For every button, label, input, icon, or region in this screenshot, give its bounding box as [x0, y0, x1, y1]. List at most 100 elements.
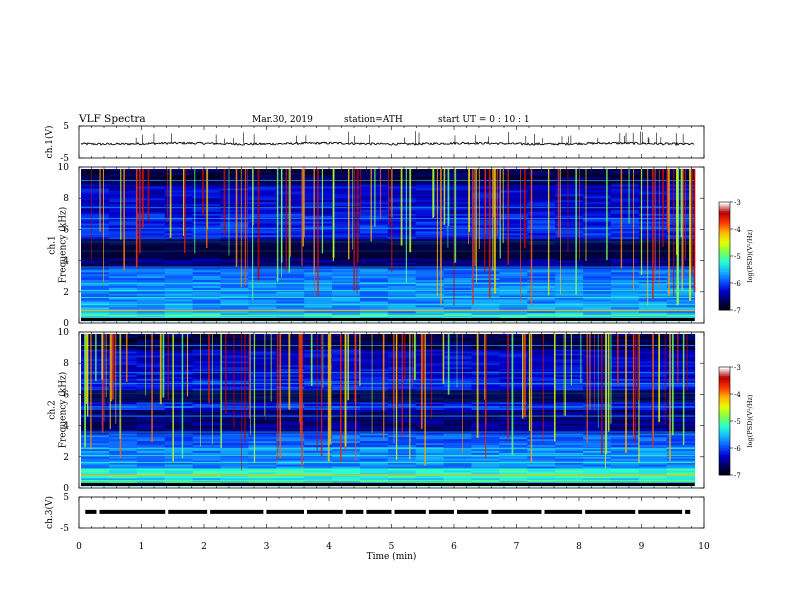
psd-cell — [136, 194, 166, 197]
psd-cell — [666, 421, 696, 424]
psd-cell — [387, 301, 417, 304]
psd-cell — [555, 452, 584, 456]
psd-cell — [527, 476, 556, 479]
psd-cell — [415, 260, 445, 263]
psd-cell — [610, 452, 640, 456]
psd-cell — [359, 347, 389, 350]
psd-cell — [443, 202, 472, 205]
psd-cell — [304, 404, 333, 407]
psd-cell — [304, 301, 333, 304]
psd-cell — [248, 419, 277, 422]
psd-cell — [638, 460, 668, 463]
psd-cell — [136, 439, 166, 442]
colorbar-cell — [719, 469, 730, 472]
y-tick-label: 4 — [63, 257, 69, 267]
psd-cell — [555, 172, 584, 176]
psd-cell — [527, 262, 556, 265]
psd-cell — [527, 182, 556, 185]
psd-cell — [359, 221, 389, 224]
psd-cell — [443, 386, 472, 389]
psd-cell — [136, 347, 166, 350]
psd-cell — [108, 472, 138, 475]
psd-cell — [415, 225, 445, 228]
psd-cell — [164, 262, 194, 265]
psd-cell — [527, 355, 556, 358]
psd-cell — [220, 169, 249, 172]
ch3-gap — [207, 508, 211, 515]
psd-cell — [164, 448, 194, 452]
psd-cell — [164, 207, 194, 211]
psd-cell — [332, 280, 361, 283]
psd-cell — [359, 229, 389, 232]
psd-cell — [359, 464, 389, 467]
psd-cell — [415, 425, 445, 428]
psd-cell — [108, 235, 138, 238]
psd-cell — [304, 441, 333, 444]
psd-cell — [248, 410, 277, 413]
psd-cell — [359, 295, 389, 298]
psd-cell — [359, 192, 389, 195]
colorbar-cell — [719, 302, 730, 305]
psd-cell — [527, 363, 556, 366]
psd-cell — [108, 184, 138, 187]
psd-cell — [164, 439, 194, 442]
colorbar-cell — [719, 419, 730, 422]
psd-cell — [220, 365, 249, 368]
psd-cell — [304, 388, 333, 391]
psd-cell — [81, 221, 110, 224]
psd-cell — [499, 367, 528, 370]
psd-cell — [81, 425, 110, 428]
psd-cell — [666, 307, 696, 310]
psd-cell — [359, 280, 389, 283]
psd-cell — [332, 313, 361, 316]
psd-cell — [666, 448, 696, 452]
psd-cell — [666, 460, 696, 463]
psd-cell — [108, 295, 138, 298]
psd-cell — [81, 206, 110, 209]
psd-cell — [248, 295, 277, 298]
psd-cell — [81, 411, 110, 415]
psd-cell — [583, 466, 612, 469]
psd-cell — [359, 363, 389, 366]
psd-cell — [276, 280, 305, 283]
x-tick-label: 0 — [76, 542, 82, 552]
psd-cell — [471, 460, 500, 463]
psd-cell — [248, 283, 277, 287]
colorbar-cell — [719, 424, 730, 427]
psd-cell — [276, 349, 305, 352]
psd-cell — [527, 343, 556, 346]
psd-cell — [666, 295, 696, 298]
psd-cell — [610, 276, 640, 279]
colorbar-cell — [719, 207, 730, 210]
psd-cell — [108, 388, 138, 391]
psd-cell — [443, 213, 472, 217]
psd-cell — [108, 361, 138, 364]
psd-cell — [304, 297, 333, 300]
colorbar-cell — [719, 293, 730, 296]
psd-cell — [471, 280, 500, 283]
psd-cell — [555, 219, 584, 222]
psd-cell — [555, 458, 584, 461]
psd-cell — [555, 441, 584, 444]
psd-cell — [108, 301, 138, 304]
psd-cell — [555, 353, 584, 356]
psd-cell — [276, 341, 305, 345]
psd-cell — [136, 462, 166, 465]
psd-cell — [359, 311, 389, 314]
psd-cell — [527, 293, 556, 296]
psd-cell — [220, 305, 249, 308]
psd-cell — [527, 423, 556, 426]
psd-cell — [527, 237, 556, 240]
psd-cell — [583, 347, 612, 350]
psd-cell — [220, 435, 249, 438]
psd-cell — [527, 305, 556, 308]
psd-cell — [415, 427, 445, 430]
psd-cell — [248, 217, 277, 220]
psd-cell — [304, 363, 333, 366]
psd-cell — [192, 447, 221, 450]
psd-cell — [610, 178, 640, 181]
psd-cell — [499, 231, 528, 234]
psd-cell — [108, 169, 138, 172]
psd-cell — [527, 439, 556, 442]
psd-cell — [164, 435, 194, 438]
